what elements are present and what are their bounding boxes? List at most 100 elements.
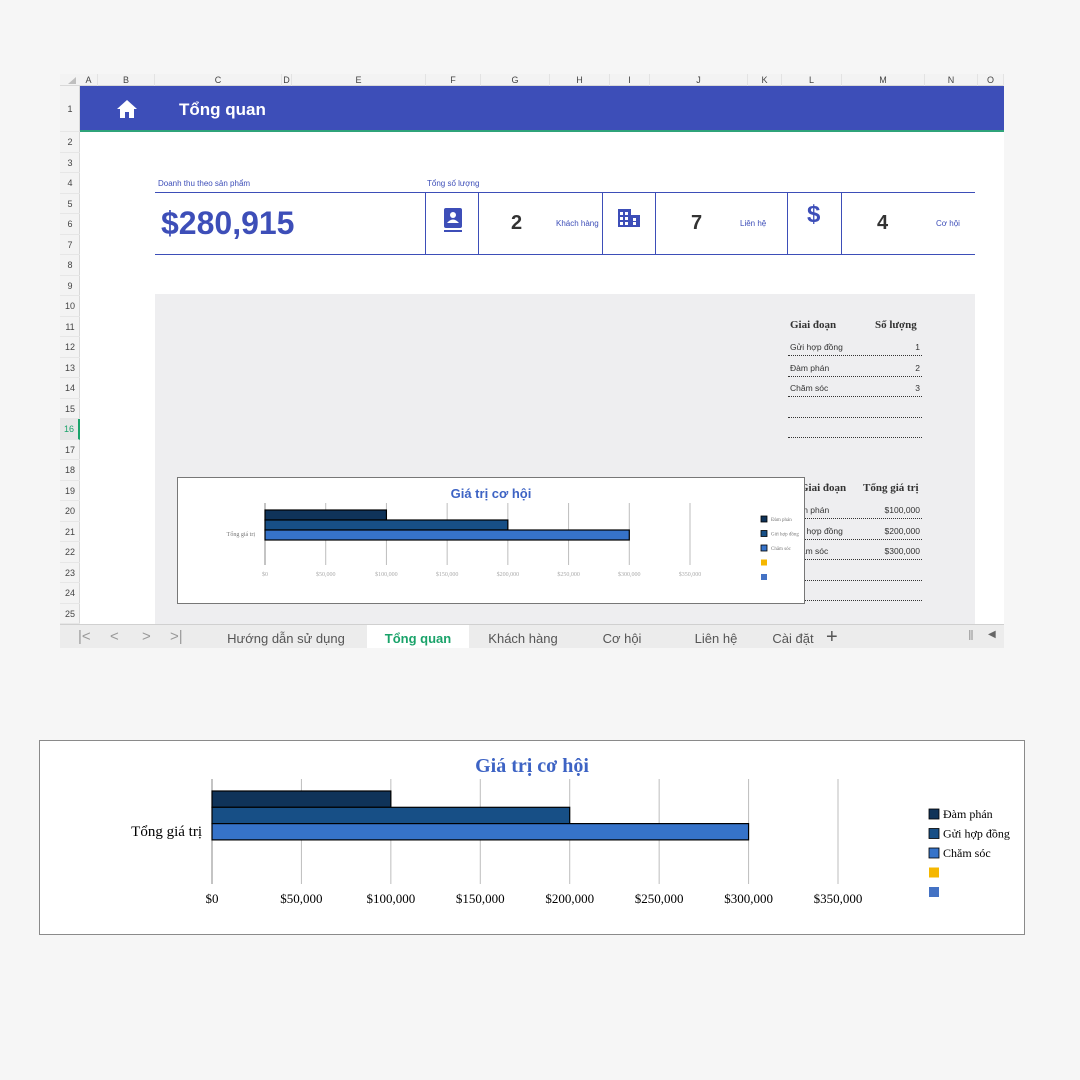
x-tick-label: $250,000 — [557, 571, 580, 578]
row-headers: 1 2 3 4 5 6 7 8 9 10 11 12 13 14 15 16 17 18 19 20 21 22 23 24 2… — [60, 86, 80, 624]
row-header[interactable]: 4 — [60, 173, 80, 194]
count-cell: 3 — [915, 383, 920, 393]
row-header[interactable]: 11 — [60, 317, 80, 337]
table-row[interactable]: Đàm phán 2 — [788, 357, 922, 377]
bar[interactable] — [211, 790, 392, 808]
legend-swatch — [928, 828, 940, 839]
select-all-corner[interactable] — [68, 77, 76, 84]
sheet-tab[interactable]: Khách hàng — [488, 631, 558, 646]
row-header[interactable]: 2 — [60, 132, 80, 153]
column-header[interactable]: H — [550, 74, 610, 86]
row-header[interactable]: 6 — [60, 214, 80, 235]
opportunity-value-chart[interactable]: $0 $50,000 $100,000 $150,000 $200,000 $250,00… — [39, 740, 1025, 935]
legend-label: Gửi hợp đồng — [771, 533, 799, 538]
value-cell: $100,000 — [884, 505, 920, 515]
row-header[interactable]: 21 — [60, 522, 80, 542]
last-sheet-icon[interactable]: >| — [170, 628, 183, 645]
row-header[interactable]: 1 — [60, 86, 80, 132]
column-header[interactable]: J — [650, 74, 748, 86]
legend-swatch — [761, 574, 767, 580]
bar[interactable] — [264, 519, 509, 531]
row-header[interactable]: 9 — [60, 276, 80, 296]
bar[interactable] — [264, 529, 630, 541]
sheet-tab[interactable]: Liên hệ — [694, 631, 738, 646]
row-header[interactable]: 25 — [60, 604, 80, 624]
row-header[interactable]: 22 — [60, 542, 80, 563]
home-icon[interactable] — [116, 99, 138, 119]
y-category-label: Tổng giá trị — [227, 531, 256, 538]
table-row[interactable]: Chăm sóc $300,000 — [788, 540, 922, 560]
column-header[interactable]: M — [842, 74, 925, 86]
x-tick-label: $200,000 — [497, 571, 520, 578]
sheet-tab[interactable]: Tổng quan — [367, 625, 469, 648]
column-header[interactable]: G — [481, 74, 550, 86]
column-header[interactable]: C — [155, 74, 282, 86]
row-header[interactable]: 3 — [60, 153, 80, 173]
row-header[interactable]: 16 — [60, 419, 80, 440]
table-row[interactable]: Đàm phán $100,000 — [788, 499, 922, 519]
first-sheet-icon[interactable]: |< — [78, 628, 91, 645]
row-header[interactable]: 24 — [60, 583, 80, 604]
row-header[interactable]: 20 — [60, 501, 80, 522]
row-header[interactable]: 8 — [60, 255, 80, 276]
row-header[interactable]: 15 — [60, 399, 80, 419]
table-row[interactable]: Gửi hợp đồng $200,000 — [788, 520, 922, 540]
legend-swatch — [929, 887, 939, 897]
legend-swatch — [929, 867, 939, 878]
add-sheet-icon[interactable]: + — [826, 626, 838, 648]
row-header[interactable]: 12 — [60, 337, 80, 358]
sheet-tab[interactable]: Cơ hội — [602, 631, 642, 646]
row-header[interactable]: 17 — [60, 440, 80, 460]
table-row[interactable] — [788, 398, 922, 418]
row-header[interactable]: 14 — [60, 378, 80, 399]
row-header[interactable]: 10 — [60, 296, 80, 317]
row-header[interactable]: 13 — [60, 358, 80, 378]
prev-sheet-icon[interactable]: < — [110, 628, 119, 645]
column-header[interactable]: B — [98, 74, 155, 86]
customers-count: 2 — [511, 212, 523, 234]
customers-label: Khách hàng — [556, 219, 599, 228]
next-sheet-icon[interactable]: > — [142, 628, 151, 645]
legend-swatch — [928, 847, 940, 859]
column-header[interactable]: O — [978, 74, 1004, 86]
stage-cell: Gửi hợp đồng — [790, 342, 843, 352]
count-table-header-count: Số lượng — [875, 319, 917, 331]
bar[interactable] — [211, 806, 571, 825]
dollar-icon: $ — [807, 201, 821, 228]
table-row[interactable]: Gửi hợp đồng 1 — [788, 336, 922, 356]
column-header[interactable]: K — [748, 74, 782, 86]
page-title: Tổng quan — [179, 100, 266, 119]
column-header[interactable]: E — [292, 74, 426, 86]
opportunity-value-chart-small[interactable]: $0 $50,000 $100,000 $150,000 $200,000 $250,00… — [177, 477, 805, 604]
row-header[interactable]: 5 — [60, 194, 80, 214]
column-header[interactable]: A — [80, 74, 98, 86]
row-header[interactable]: 23 — [60, 563, 80, 583]
sheet-tab[interactable]: Hướng dẫn sử dụng — [227, 631, 345, 646]
row-header[interactable]: 18 — [60, 460, 80, 481]
count-cell: 1 — [915, 342, 920, 352]
table-row[interactable] — [788, 561, 922, 581]
x-tick-label: $300,000 — [618, 571, 641, 578]
table-row[interactable] — [788, 418, 922, 438]
x-tick-label: $50,000 — [280, 891, 322, 906]
scroll-splitter[interactable]: ‖ — [968, 627, 974, 643]
row-header[interactable]: 7 — [60, 235, 80, 255]
scroll-left-icon[interactable]: ◀ — [988, 629, 996, 640]
column-header[interactable]: D — [282, 74, 292, 86]
row-header[interactable]: 19 — [60, 481, 80, 501]
sheet-tab[interactable]: Cài đặt — [772, 631, 814, 646]
bar[interactable] — [264, 509, 388, 521]
table-row[interactable] — [788, 581, 922, 601]
column-header[interactable]: I — [610, 74, 650, 86]
table-row[interactable]: Chăm sóc 3 — [788, 377, 922, 397]
column-header[interactable]: N — [925, 74, 978, 86]
count-cell: 2 — [915, 362, 920, 373]
legend-swatch — [760, 544, 768, 552]
column-header[interactable]: F — [426, 74, 481, 86]
legend-label: Chăm sóc — [943, 846, 991, 860]
contacts-label: Liên hệ — [740, 219, 767, 228]
x-tick-label: $150,000 — [456, 891, 505, 906]
bar[interactable] — [211, 822, 750, 841]
column-header[interactable]: L — [782, 74, 842, 86]
